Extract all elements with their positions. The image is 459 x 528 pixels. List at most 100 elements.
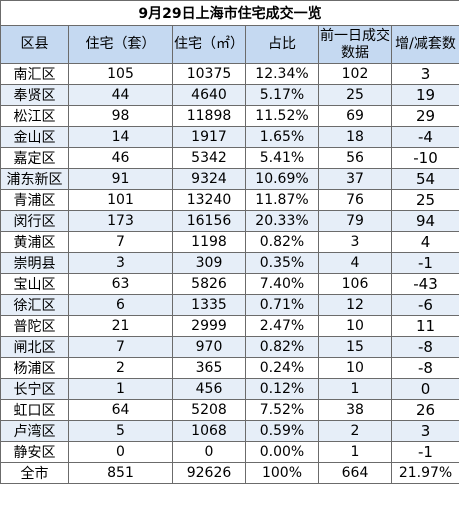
cell-share: 0.82% xyxy=(245,336,319,358)
cell-units: 7 xyxy=(68,231,173,253)
cell-units: 101 xyxy=(68,189,173,211)
cell-share: 0.12% xyxy=(245,378,319,400)
cell-share: 0.24% xyxy=(245,357,319,379)
cell-share: 20.33% xyxy=(245,210,319,232)
cell-change: 3 xyxy=(390,420,459,442)
table-row: 静安区 0 0 0.00% 1 -1 xyxy=(0,441,459,463)
table-row: 松江区 98 11898 11.52% 69 29 xyxy=(0,105,459,127)
cell-units: 5 xyxy=(68,420,173,442)
cell-previous-day: 37 xyxy=(318,168,392,190)
cell-share: 0.35% xyxy=(245,252,319,274)
total-district: 全市 xyxy=(0,462,69,484)
cell-district: 卢湾区 xyxy=(0,420,69,442)
cell-share: 5.41% xyxy=(245,147,319,169)
title-row: 9月29日上海市住宅成交一览 xyxy=(0,0,459,26)
cell-share: 2.47% xyxy=(245,315,319,337)
table-row: 长宁区 1 456 0.12% 1 0 xyxy=(0,378,459,400)
cell-district: 宝山区 xyxy=(0,273,69,295)
cell-change: 29 xyxy=(390,105,459,127)
cell-district: 静安区 xyxy=(0,441,69,463)
cell-previous-day: 69 xyxy=(318,105,392,127)
cell-change: 11 xyxy=(390,315,459,337)
cell-units: 0 xyxy=(68,441,173,463)
table-row: 闵行区 173 16156 20.33% 79 94 xyxy=(0,210,459,232)
cell-previous-day: 10 xyxy=(318,357,392,379)
cell-share: 0.82% xyxy=(245,231,319,253)
table-row: 普陀区 21 2999 2.47% 10 11 xyxy=(0,315,459,337)
cell-area: 10375 xyxy=(172,63,246,85)
cell-previous-day: 76 xyxy=(318,189,392,211)
header-previous-day: 前一日成交数据 xyxy=(318,25,392,64)
cell-units: 63 xyxy=(68,273,173,295)
cell-area: 970 xyxy=(172,336,246,358)
cell-district: 崇明县 xyxy=(0,252,69,274)
cell-change: 25 xyxy=(390,189,459,211)
cell-units: 173 xyxy=(68,210,173,232)
cell-units: 1 xyxy=(68,378,173,400)
cell-district: 南汇区 xyxy=(0,63,69,85)
table-row: 虹口区 64 5208 7.52% 38 26 xyxy=(0,399,459,421)
cell-district: 奉贤区 xyxy=(0,84,69,106)
cell-change: -8 xyxy=(390,357,459,379)
table-row: 崇明县 3 309 0.35% 4 -1 xyxy=(0,252,459,274)
header-units: 住宅（套） xyxy=(68,25,173,64)
cell-share: 0.00% xyxy=(245,441,319,463)
cell-previous-day: 15 xyxy=(318,336,392,358)
cell-previous-day: 106 xyxy=(318,273,392,295)
cell-previous-day: 18 xyxy=(318,126,392,148)
header-row: 区县 住宅（套） 住宅（㎡） 占比 前一日成交数据 增/减套数 xyxy=(0,25,459,64)
cell-share: 10.69% xyxy=(245,168,319,190)
cell-district: 黄浦区 xyxy=(0,231,69,253)
cell-units: 105 xyxy=(68,63,173,85)
cell-area: 11898 xyxy=(172,105,246,127)
cell-change: 4 xyxy=(390,231,459,253)
header-share: 占比 xyxy=(245,25,319,64)
cell-change: 26 xyxy=(390,399,459,421)
cell-share: 11.52% xyxy=(245,105,319,127)
cell-units: 21 xyxy=(68,315,173,337)
cell-share: 0.71% xyxy=(245,294,319,316)
table-row: 嘉定区 46 5342 5.41% 56 -10 xyxy=(0,147,459,169)
cell-units: 14 xyxy=(68,126,173,148)
cell-district: 普陀区 xyxy=(0,315,69,337)
housing-transactions-table: 9月29日上海市住宅成交一览 区县 住宅（套） 住宅（㎡） 占比 前一日成交数据… xyxy=(0,0,459,484)
cell-area: 365 xyxy=(172,357,246,379)
cell-change: 0 xyxy=(390,378,459,400)
cell-area: 1198 xyxy=(172,231,246,253)
cell-area: 1335 xyxy=(172,294,246,316)
cell-district: 浦东新区 xyxy=(0,168,69,190)
cell-district: 虹口区 xyxy=(0,399,69,421)
cell-previous-day: 3 xyxy=(318,231,392,253)
cell-units: 2 xyxy=(68,357,173,379)
cell-previous-day: 10 xyxy=(318,315,392,337)
cell-share: 7.52% xyxy=(245,399,319,421)
cell-change: -4 xyxy=(390,126,459,148)
table-row: 徐汇区 6 1335 0.71% 12 -6 xyxy=(0,294,459,316)
cell-change: 54 xyxy=(390,168,459,190)
cell-units: 64 xyxy=(68,399,173,421)
table-row: 浦东新区 91 9324 10.69% 37 54 xyxy=(0,168,459,190)
cell-area: 2999 xyxy=(172,315,246,337)
table-row: 奉贤区 44 4640 5.17% 25 19 xyxy=(0,84,459,106)
cell-previous-day: 79 xyxy=(318,210,392,232)
total-previous-day: 664 xyxy=(318,462,392,484)
cell-previous-day: 102 xyxy=(318,63,392,85)
total-units: 851 xyxy=(68,462,173,484)
cell-area: 1068 xyxy=(172,420,246,442)
cell-share: 0.59% xyxy=(245,420,319,442)
cell-units: 44 xyxy=(68,84,173,106)
cell-area: 13240 xyxy=(172,189,246,211)
total-row: 全市 851 92626 100% 664 21.97% xyxy=(0,462,459,484)
header-change: 增/减套数 xyxy=(390,25,459,64)
cell-change: -8 xyxy=(390,336,459,358)
cell-share: 1.65% xyxy=(245,126,319,148)
cell-change: -1 xyxy=(390,441,459,463)
cell-share: 5.17% xyxy=(245,84,319,106)
cell-previous-day: 4 xyxy=(318,252,392,274)
table-row: 青浦区 101 13240 11.87% 76 25 xyxy=(0,189,459,211)
cell-change: 94 xyxy=(390,210,459,232)
header-area: 住宅（㎡） xyxy=(172,25,246,64)
cell-change: -6 xyxy=(390,294,459,316)
cell-share: 7.40% xyxy=(245,273,319,295)
cell-district: 徐汇区 xyxy=(0,294,69,316)
